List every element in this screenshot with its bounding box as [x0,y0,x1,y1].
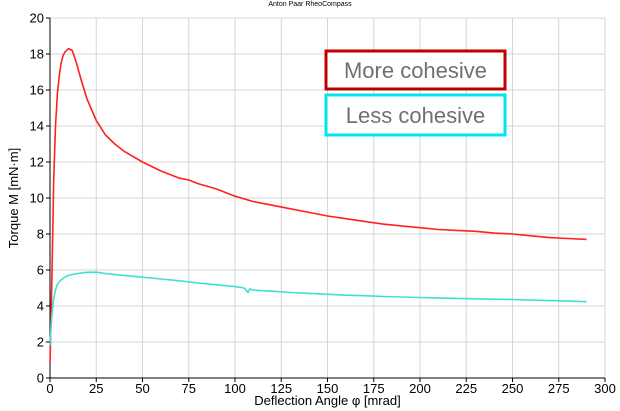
legend: More cohesive Less cohesive [324,49,507,137]
y-tick-label: 18 [30,47,44,62]
x-tick-label: 225 [455,381,477,396]
x-tick-label: 275 [548,381,570,396]
y-tick-label: 12 [30,155,44,170]
series-layer [49,47,587,364]
x-axis-title: Deflection Angle φ [mrad] [254,393,400,408]
x-tick-label: 50 [135,381,149,396]
legend-item-2: Less cohesive [324,93,507,137]
x-tick-label: 25 [89,381,103,396]
x-tick-label: 300 [594,381,616,396]
chart-title: Anton Paar RheoCompass [268,1,352,8]
x-tick-label: 150 [317,381,339,396]
x-tick-label: 175 [363,381,385,396]
x-tick-label: 75 [182,381,196,396]
y-tick-label: 6 [37,263,44,278]
x-tick-label: 125 [270,381,292,396]
y-tick-label: 14 [30,119,44,134]
x-tick-label: 250 [502,381,524,396]
legend-label: Less cohesive [346,103,485,128]
legend-item-1: More cohesive [324,49,507,91]
y-axis-title: Torque M [mN·m] [6,148,21,248]
tick-labels: 0 25 50 75 100 125 150 175 200 225 250 275 300 0 2 4 6 8 1… [30,11,616,397]
x-tick-label: 200 [409,381,431,396]
series-line-2 [49,271,587,346]
x-tick-label: 100 [224,381,246,396]
series-line-1 [49,47,587,364]
y-tick-label: 2 [37,335,44,350]
y-tick-label: 4 [37,299,44,314]
y-tick-label: 20 [30,11,44,26]
legend-box [324,93,507,137]
y-tick-label: 10 [30,191,44,206]
y-tick-label: 8 [37,227,44,242]
y-tick-label: 0 [37,371,44,386]
y-tick-label: 16 [30,83,44,98]
legend-box [324,49,507,91]
x-tick-label: 0 [46,381,53,396]
legend-label: More cohesive [344,58,487,83]
